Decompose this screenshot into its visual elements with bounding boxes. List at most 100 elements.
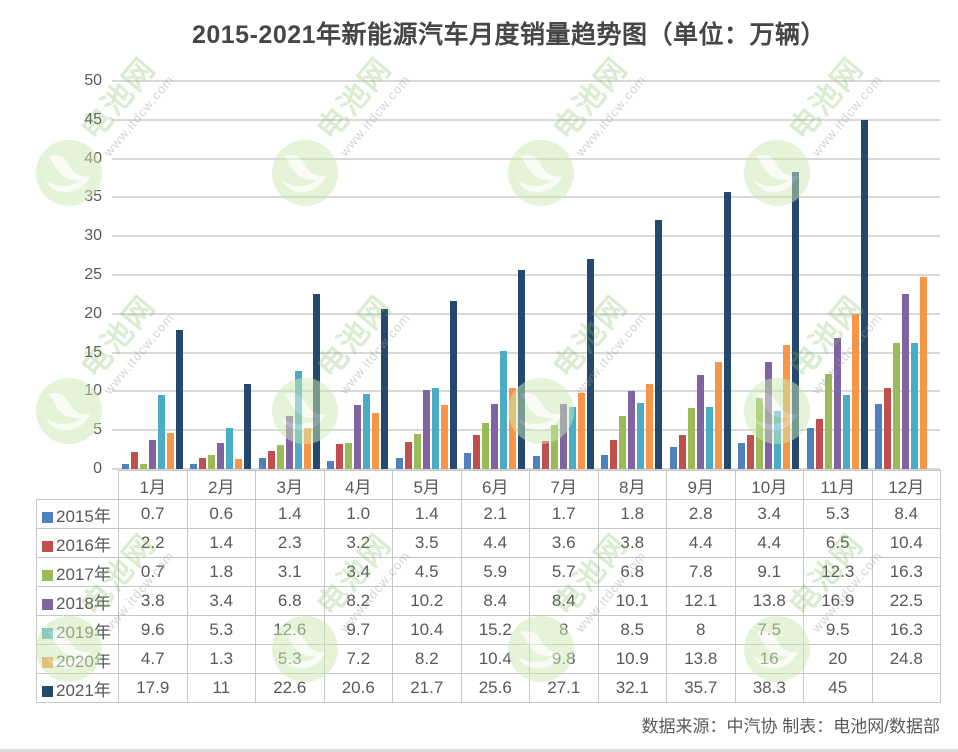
bar-2019年-4月 bbox=[363, 393, 371, 469]
bar-2019年-12月 bbox=[911, 342, 919, 469]
bar-2019年-8月 bbox=[637, 403, 645, 469]
bar-group-12月 bbox=[872, 81, 941, 469]
legend-swatch bbox=[42, 540, 53, 552]
table-cell: 4.4 bbox=[734, 528, 804, 558]
bar-2020年-8月 bbox=[646, 384, 654, 469]
table-cell: 10.2 bbox=[392, 586, 462, 616]
y-axis-tick-label: 15 bbox=[84, 343, 102, 361]
table-corner-cell bbox=[37, 471, 119, 500]
bar-groups bbox=[118, 81, 940, 469]
legend-swatch bbox=[42, 685, 53, 697]
legend-swatch bbox=[42, 627, 53, 639]
table-row-2018年: 2018年 3.8 3.4 6.8 8.2 10.2 8.4 8.4 10.1 12.1 13.8 1… bbox=[36, 586, 941, 616]
table-cell: 9.6 bbox=[118, 615, 188, 645]
bar-2020年-7月 bbox=[577, 392, 585, 469]
table-cell: 8.5 bbox=[597, 615, 667, 645]
bar-group-9月 bbox=[666, 81, 735, 469]
table-cell: 1.3 bbox=[186, 644, 256, 674]
bar-2016年-9月 bbox=[678, 434, 686, 469]
bar-2018年-5月 bbox=[422, 389, 430, 469]
y-axis-tick-label: 10 bbox=[84, 382, 102, 400]
bar-group-8月 bbox=[598, 81, 667, 469]
bar-2019年-9月 bbox=[705, 406, 713, 469]
y-axis-tick-label: 5 bbox=[93, 421, 102, 439]
bar-2016年-1月 bbox=[130, 451, 138, 469]
table-cell: 45 bbox=[803, 673, 873, 703]
bar-2021年-7月 bbox=[586, 258, 594, 469]
gridline bbox=[112, 80, 940, 82]
table-cell: 13.8 bbox=[734, 586, 804, 616]
table-cell: 1.8 bbox=[186, 557, 256, 587]
year-label: 2020年 bbox=[56, 651, 111, 671]
bar-2017年-12月 bbox=[893, 342, 901, 469]
y-axis-tick-label: 50 bbox=[84, 72, 102, 89]
table-cell bbox=[871, 673, 941, 703]
month-header-cell: 6月 bbox=[460, 470, 530, 500]
bar-2017年-2月 bbox=[208, 455, 216, 469]
bar-2017年-5月 bbox=[413, 434, 421, 469]
year-legend-cell: 2018年 bbox=[36, 586, 119, 616]
bar-chart bbox=[112, 80, 940, 470]
table-cell: 2.3 bbox=[255, 528, 325, 558]
table-cell: 8 bbox=[529, 615, 599, 645]
table-cell: 7.8 bbox=[666, 557, 736, 587]
bar-2015年-4月 bbox=[327, 461, 335, 469]
table-cell: 4.4 bbox=[666, 528, 736, 558]
bar-2016年-7月 bbox=[541, 441, 549, 469]
year-label: 2016年 bbox=[56, 535, 111, 555]
data-table-wrap: 1月 2月 3月 4月 5月 6月 7月 8月 9月 10月 11月 12月 2015年 0.7 0.6 1… bbox=[36, 470, 941, 703]
table-cell: 3.8 bbox=[118, 586, 188, 616]
table-cell: 8.4 bbox=[871, 499, 941, 529]
bar-2021年-5月 bbox=[449, 300, 457, 469]
bar-2019年-2月 bbox=[226, 427, 234, 469]
table-cell: 3.5 bbox=[392, 528, 462, 558]
bar-2019年-7月 bbox=[568, 406, 576, 469]
table-cell: 8.4 bbox=[529, 586, 599, 616]
year-label: 2017年 bbox=[56, 564, 111, 584]
y-axis-tick-label: 0 bbox=[93, 460, 102, 477]
table-row-2017年: 2017年 0.7 1.8 3.1 3.4 4.5 5.9 5.7 6.8 7.8 9.1 12.3 1… bbox=[36, 557, 941, 587]
bar-2018年-12月 bbox=[902, 294, 910, 469]
bar-2021年-3月 bbox=[312, 293, 320, 469]
bar-group-10月 bbox=[735, 81, 804, 469]
bar-2018年-8月 bbox=[628, 390, 636, 469]
bar-2020年-6月 bbox=[509, 388, 517, 469]
bar-group-3月 bbox=[255, 81, 324, 469]
bar-2016年-4月 bbox=[336, 444, 344, 469]
gridline bbox=[112, 274, 940, 276]
table-row-2016年: 2016年 2.2 1.4 2.3 3.2 3.5 4.4 3.6 3.8 4.4 4.4 6.5 10… bbox=[36, 528, 941, 558]
bar-2016年-8月 bbox=[610, 439, 618, 469]
bar-2020年-9月 bbox=[714, 361, 722, 469]
bar-group-7月 bbox=[529, 81, 598, 469]
year-legend-cell: 2020年 bbox=[36, 644, 119, 674]
table-row-2020年: 2020年 4.7 1.3 5.3 7.2 8.2 10.4 9.8 10.9 13.8 16 20 2… bbox=[36, 644, 941, 674]
bar-2019年-11月 bbox=[842, 395, 850, 469]
bar-2020年-11月 bbox=[851, 313, 859, 469]
gridline bbox=[112, 235, 940, 238]
legend-swatch bbox=[42, 656, 53, 668]
bar-2016年-10月 bbox=[747, 434, 755, 469]
bar-2021年-4月 bbox=[381, 309, 389, 469]
bar-2018年-10月 bbox=[765, 361, 773, 469]
table-cell: 13.8 bbox=[666, 644, 736, 674]
table-cell: 5.3 bbox=[803, 499, 873, 529]
bar-2019年-3月 bbox=[294, 371, 302, 469]
bar-2015年-8月 bbox=[601, 455, 609, 469]
bar-2020年-10月 bbox=[783, 344, 791, 469]
bar-2018年-6月 bbox=[491, 403, 499, 469]
year-legend-cell: 2019年 bbox=[36, 615, 119, 645]
legend-swatch bbox=[42, 598, 53, 610]
table-cell: 2.1 bbox=[460, 499, 530, 529]
gridline bbox=[112, 468, 940, 470]
year-legend-cell: 2021年 bbox=[36, 673, 119, 703]
bar-2015年-11月 bbox=[806, 427, 814, 469]
month-header-cell: 8月 bbox=[597, 470, 667, 500]
table-cell: 12.1 bbox=[666, 586, 736, 616]
month-header-cell: 11月 bbox=[803, 470, 873, 500]
table-body: 2015年 0.7 0.6 1.4 1.0 1.4 2.1 1.7 1.8 2.8 3.4 5.3 8.… bbox=[36, 499, 941, 703]
table-cell: 4.5 bbox=[392, 557, 462, 587]
bar-2018年-7月 bbox=[559, 403, 567, 469]
bar-2015年-7月 bbox=[532, 455, 540, 469]
table-cell: 8 bbox=[666, 615, 736, 645]
table-cell: 17.9 bbox=[118, 673, 188, 703]
